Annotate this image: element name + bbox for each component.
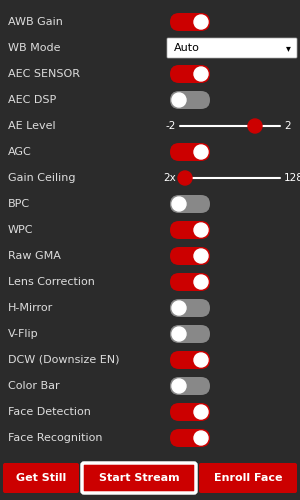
Circle shape: [194, 275, 208, 289]
Text: BPC: BPC: [8, 199, 30, 209]
Circle shape: [248, 119, 262, 133]
Circle shape: [172, 197, 186, 211]
Text: Gain Ceiling: Gain Ceiling: [8, 173, 76, 183]
Text: Color Bar: Color Bar: [8, 381, 60, 391]
FancyBboxPatch shape: [170, 429, 210, 447]
FancyBboxPatch shape: [170, 273, 210, 291]
Text: V-Flip: V-Flip: [8, 329, 39, 339]
Text: AWB Gain: AWB Gain: [8, 17, 63, 27]
FancyBboxPatch shape: [170, 403, 210, 421]
Text: DCW (Downsize EN): DCW (Downsize EN): [8, 355, 119, 365]
Text: Raw GMA: Raw GMA: [8, 251, 61, 261]
Circle shape: [178, 171, 192, 185]
FancyBboxPatch shape: [170, 13, 210, 31]
FancyBboxPatch shape: [3, 463, 79, 493]
FancyBboxPatch shape: [170, 65, 210, 83]
FancyBboxPatch shape: [170, 221, 210, 239]
Text: Start Stream: Start Stream: [99, 473, 179, 483]
Circle shape: [194, 145, 208, 159]
Text: WB Mode: WB Mode: [8, 43, 61, 53]
FancyBboxPatch shape: [170, 143, 210, 161]
Circle shape: [194, 431, 208, 445]
Circle shape: [172, 301, 186, 315]
Circle shape: [194, 223, 208, 237]
FancyBboxPatch shape: [170, 195, 210, 213]
Text: WPC: WPC: [8, 225, 34, 235]
Circle shape: [194, 405, 208, 419]
Circle shape: [194, 15, 208, 29]
FancyBboxPatch shape: [170, 299, 210, 317]
Circle shape: [172, 327, 186, 341]
Text: AGC: AGC: [8, 147, 32, 157]
FancyBboxPatch shape: [170, 351, 210, 369]
Text: Get Still: Get Still: [16, 473, 66, 483]
FancyBboxPatch shape: [170, 325, 210, 343]
FancyBboxPatch shape: [167, 38, 297, 58]
Text: H-Mirror: H-Mirror: [8, 303, 53, 313]
Text: Face Detection: Face Detection: [8, 407, 91, 417]
Circle shape: [194, 249, 208, 263]
Text: 2: 2: [284, 121, 291, 131]
Text: Auto: Auto: [174, 43, 200, 53]
FancyBboxPatch shape: [170, 377, 210, 395]
Text: AEC DSP: AEC DSP: [8, 95, 56, 105]
Text: Lens Correction: Lens Correction: [8, 277, 95, 287]
FancyBboxPatch shape: [199, 463, 297, 493]
Text: Face Recognition: Face Recognition: [8, 433, 103, 443]
Text: 2x: 2x: [163, 173, 176, 183]
FancyBboxPatch shape: [170, 247, 210, 265]
Circle shape: [172, 379, 186, 393]
Circle shape: [194, 67, 208, 81]
Text: AEC SENSOR: AEC SENSOR: [8, 69, 80, 79]
FancyBboxPatch shape: [82, 463, 196, 493]
Text: 128x: 128x: [284, 173, 300, 183]
FancyBboxPatch shape: [170, 91, 210, 109]
Circle shape: [194, 353, 208, 367]
Text: ▾: ▾: [286, 43, 291, 53]
Circle shape: [172, 93, 186, 107]
Text: AE Level: AE Level: [8, 121, 56, 131]
Text: -2: -2: [166, 121, 176, 131]
Text: Enroll Face: Enroll Face: [214, 473, 282, 483]
